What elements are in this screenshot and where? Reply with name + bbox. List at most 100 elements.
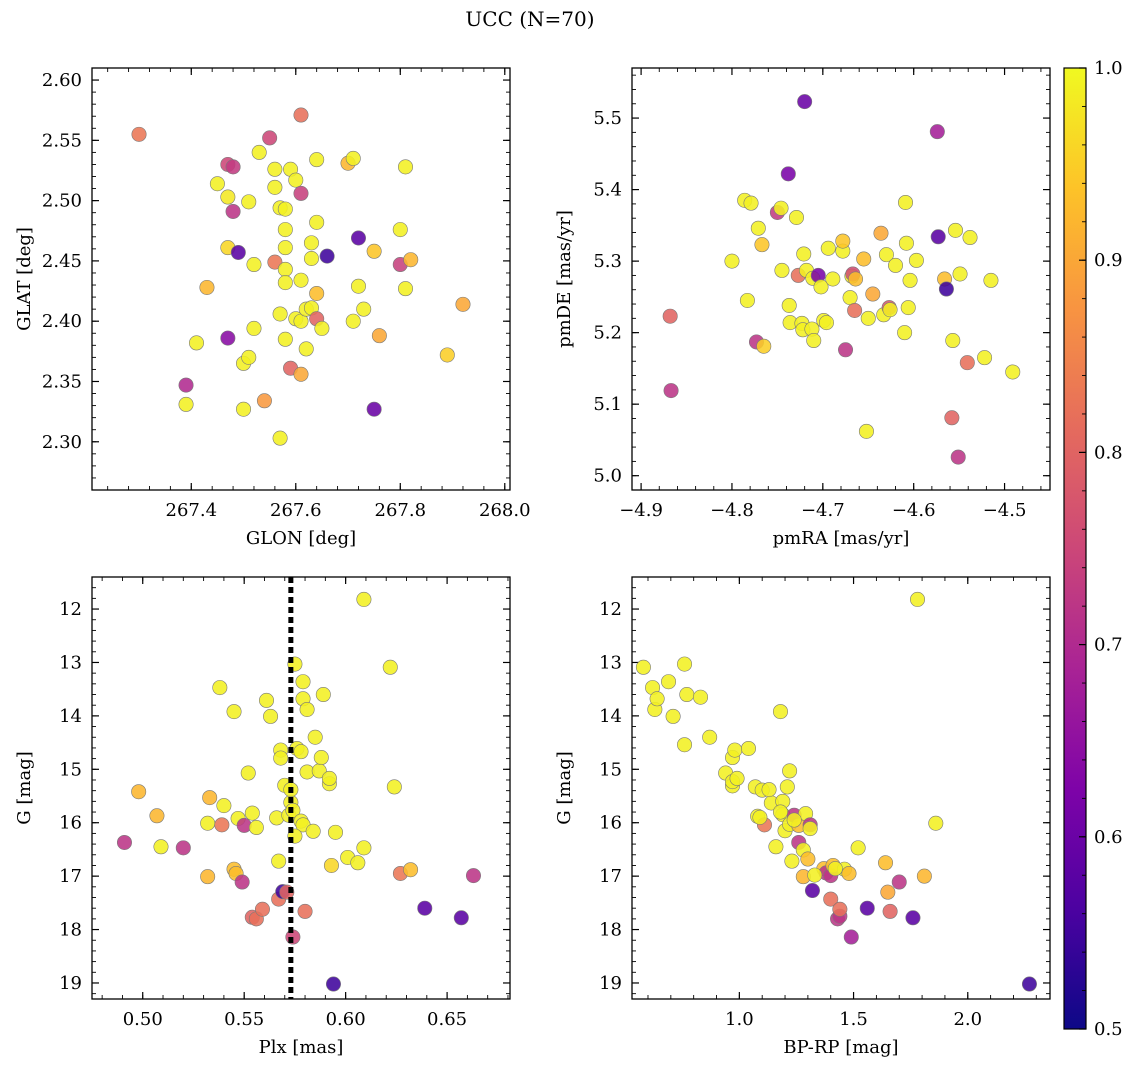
data-point	[189, 335, 205, 351]
data-point	[309, 152, 325, 168]
data-point	[149, 808, 165, 824]
data-point	[772, 704, 788, 720]
y-tick-label: 2.35	[42, 371, 82, 392]
data-point	[267, 179, 283, 195]
data-point	[356, 591, 372, 607]
data-point	[314, 320, 330, 336]
data-point	[321, 770, 337, 786]
data-point	[813, 279, 829, 295]
data-point	[848, 271, 864, 287]
data-point	[930, 229, 946, 245]
data-point	[403, 862, 419, 878]
data-point	[843, 929, 859, 945]
data-point	[740, 740, 756, 756]
data-point	[236, 401, 252, 417]
y-axis-label: G [mag]	[14, 751, 35, 824]
y-tick-label: 17	[59, 866, 82, 887]
data-point	[303, 251, 319, 267]
data-point	[350, 855, 366, 871]
data-point	[825, 271, 841, 287]
data-point	[323, 857, 339, 873]
data-point	[262, 130, 278, 146]
data-point	[905, 910, 921, 926]
data-point	[298, 341, 314, 357]
x-tick-label: 267.8	[375, 500, 427, 521]
data-point	[305, 823, 321, 839]
y-tick-label: 12	[599, 599, 622, 620]
scatter-points	[662, 94, 1021, 465]
data-point	[277, 222, 293, 238]
data-point	[327, 824, 343, 840]
panel-4: 1.0 1.5 2.0 12 13 14 15 16 17 18 19 BP-RP [mag] G [m…	[554, 576, 1051, 1058]
data-point	[356, 840, 372, 856]
data-point	[386, 779, 402, 795]
data-point	[131, 126, 147, 142]
data-point	[983, 272, 999, 288]
colorbar: 0.5 0.6 0.7 0.8 0.9 1.0	[1063, 58, 1123, 1040]
data-point	[248, 820, 264, 836]
data-point	[779, 779, 795, 795]
data-point	[269, 810, 285, 826]
y-tick-label: 5.4	[593, 180, 622, 201]
data-point	[832, 901, 848, 917]
data-point	[928, 815, 944, 831]
data-point	[175, 840, 191, 856]
y-tick-label: 12	[59, 599, 82, 620]
data-point	[850, 840, 866, 856]
x-tick-label: 2.0	[953, 1009, 982, 1030]
scatter-points	[116, 591, 481, 992]
data-point	[838, 342, 854, 358]
y-tick-label: 5.0	[593, 466, 622, 487]
data-point	[303, 235, 319, 251]
data-point	[397, 159, 413, 175]
data-point	[677, 737, 693, 753]
data-point	[178, 377, 194, 393]
data-point	[246, 257, 262, 273]
data-point	[754, 237, 770, 253]
data-point	[891, 874, 907, 890]
data-point	[293, 185, 309, 201]
plot-frame	[631, 576, 1051, 1000]
data-point	[750, 220, 766, 236]
data-point	[216, 798, 232, 814]
data-point	[662, 308, 678, 324]
data-point	[307, 729, 323, 745]
data-point	[784, 853, 800, 869]
data-point	[929, 124, 945, 140]
data-point	[241, 194, 257, 210]
data-point	[417, 900, 433, 916]
y-tick-label: 15	[59, 759, 82, 780]
y-tick-label: 2.55	[42, 130, 82, 151]
data-point	[325, 976, 341, 992]
data-point	[823, 891, 839, 907]
data-point	[952, 266, 968, 282]
data-point	[944, 410, 960, 426]
data-point	[977, 350, 993, 366]
colorbar-tick-label: 0.5	[1094, 1019, 1123, 1040]
data-point	[277, 331, 293, 347]
data-point	[309, 214, 325, 230]
data-point	[241, 349, 257, 365]
scatter-points	[131, 107, 471, 446]
data-point	[392, 222, 408, 238]
data-point	[234, 874, 250, 890]
data-point	[131, 784, 147, 800]
data-point	[959, 355, 975, 371]
x-tick-label: 0.65	[427, 1009, 467, 1030]
x-tick-label: 0.55	[224, 1009, 264, 1030]
data-point	[796, 246, 812, 262]
data-point	[807, 867, 823, 883]
data-point	[271, 853, 287, 869]
data-point	[403, 252, 419, 268]
y-tick-label: 14	[599, 706, 622, 727]
data-point	[898, 235, 914, 251]
data-point	[251, 144, 267, 160]
data-point	[786, 812, 802, 828]
data-point	[319, 248, 335, 264]
data-point	[743, 195, 759, 211]
data-point	[820, 240, 836, 256]
data-point	[865, 286, 881, 302]
data-point	[729, 770, 745, 786]
data-point	[214, 817, 230, 833]
data-point	[277, 261, 293, 277]
